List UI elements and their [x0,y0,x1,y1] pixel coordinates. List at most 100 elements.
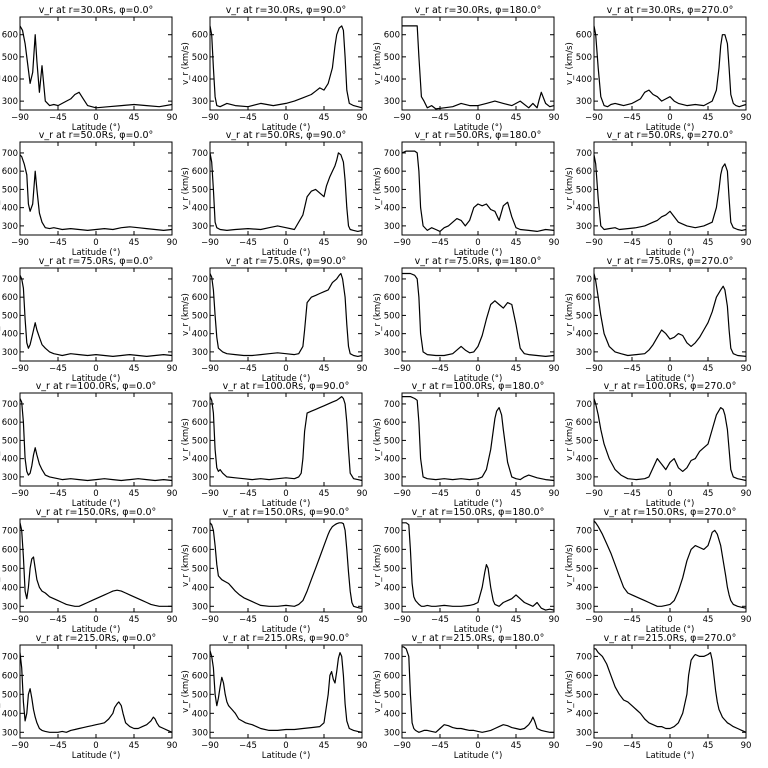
panel-title: v_r at r=100.0Rs, φ=90.0° [223,381,350,392]
y-tick-label: 500 [192,690,208,700]
y-tick-label: 300 [576,348,592,358]
chart-panel: v_r at r=150.0Rs, φ=180.0° −90 −45 0 45 90 300… [373,507,559,635]
x-tick-label: −90 [585,489,603,499]
y-tick-label: 400 [192,204,208,214]
y-tick-label: 300 [576,97,592,107]
y-tick-label: 300 [576,602,592,612]
series-line [209,25,363,109]
x-tick-label: 90 [357,364,368,374]
x-tick-label: 0 [93,741,98,751]
x-tick-label: −90 [11,489,29,499]
y-tick-label: 400 [2,709,18,719]
x-tick-label: 45 [319,489,330,499]
x-tick-label: 90 [549,489,560,499]
y-tick-label: 300 [192,728,208,738]
x-tick-label: −45 [623,238,641,248]
x-tick-label: −45 [623,113,641,123]
series-line [402,522,555,611]
y-tick-label: 500 [576,564,592,574]
x-tick-label: −90 [393,238,411,248]
y-tick-label: 400 [2,583,18,593]
x-tick-label: 45 [511,615,522,625]
panel-title: v_r at r=30.0Rs, φ=0.0° [39,5,154,16]
y-tick-label: 300 [2,97,18,107]
y-tick-label: 700 [2,275,18,285]
y-axis-label: v_r (km/s) [565,167,575,210]
y-tick-label: 600 [384,167,400,177]
y-tick-label: 500 [2,690,18,700]
x-axis-label: Latitude (°) [72,123,121,133]
x-tick-label: 0 [475,238,480,248]
x-axis-label: Latitude (°) [454,751,503,761]
y-axis-label: v_r (km/s) [565,418,575,461]
plot-frame [209,518,363,613]
y-tick-label: 700 [192,652,208,662]
chart-panel: v_r at r=100.0Rs, φ=270.0° −90 −45 0 45 90 300… [565,381,751,509]
panel-title: v_r at r=215.0Rs, φ=90.0° [223,633,350,644]
y-tick-label: 400 [384,204,400,214]
y-tick-label: 600 [576,545,592,555]
x-tick-label: 0 [93,489,98,499]
x-tick-label: −45 [49,615,67,625]
x-tick-label: −90 [11,741,29,751]
y-tick-label: 600 [576,31,592,41]
y-tick-label: 500 [192,185,208,195]
series-line [593,520,747,609]
x-tick-label: −90 [11,364,29,374]
x-tick-label: −90 [11,238,29,248]
y-tick-label: 500 [576,690,592,700]
series-line [402,646,554,733]
x-tick-label: −90 [11,615,29,625]
x-tick-label: 90 [167,489,178,499]
x-tick-label: 0 [475,364,480,374]
panel-title: v_r at r=215.0Rs, φ=180.0° [412,633,545,644]
y-tick-label: 700 [576,400,592,410]
x-tick-label: −90 [585,238,603,248]
y-tick-label: 600 [576,167,592,177]
y-tick-label: 500 [384,185,400,195]
y-axis-label: v_r (km/s) [181,167,191,210]
y-tick-label: 400 [192,709,208,719]
y-tick-label: 500 [384,53,400,63]
x-axis-label: Latitude (°) [72,625,121,635]
plot-frame [593,518,747,613]
x-axis-label: Latitude (°) [646,248,695,258]
y-axis-label: v_r (km/s) [373,293,383,336]
y-tick-label: 600 [2,31,18,41]
x-axis-label: Latitude (°) [646,751,695,761]
series-line [402,396,555,482]
y-tick-label: 400 [192,75,208,85]
y-tick-label: 400 [576,204,592,214]
y-tick-label: 300 [192,348,208,358]
y-tick-label: 700 [576,275,592,285]
plot-frame [19,16,173,111]
y-tick-label: 700 [192,526,208,536]
chart-panel: v_r at r=75.0Rs, φ=270.0° −90 −45 0 45 90 300 4… [565,256,751,384]
y-axis-label: v_r (km/s) [0,167,1,210]
x-tick-label: −90 [201,238,219,248]
plot-frame [593,141,747,236]
series-line [593,398,747,482]
x-tick-label: 45 [703,238,714,248]
x-tick-label: 90 [741,489,752,499]
y-tick-label: 500 [2,53,18,63]
x-tick-label: 0 [475,489,480,499]
x-tick-label: 45 [703,489,714,499]
y-tick-label: 500 [2,436,18,446]
y-axis-label: v_r (km/s) [373,418,383,461]
y-tick-label: 400 [2,330,18,340]
plot-frame [19,267,173,362]
y-axis-label: v_r (km/s) [181,544,191,587]
x-tick-label: 45 [319,238,330,248]
plot-frame [19,644,173,739]
y-tick-label: 600 [2,545,18,555]
x-tick-label: −90 [393,364,411,374]
plot-frame [209,392,363,487]
x-tick-label: −45 [431,489,449,499]
panel-title: v_r at r=100.0Rs, φ=270.0° [604,381,737,392]
x-tick-label: 90 [741,113,752,123]
x-tick-label: 0 [93,113,98,123]
y-tick-label: 500 [2,564,18,574]
x-tick-label: −90 [11,113,29,123]
y-tick-label: 400 [192,330,208,340]
